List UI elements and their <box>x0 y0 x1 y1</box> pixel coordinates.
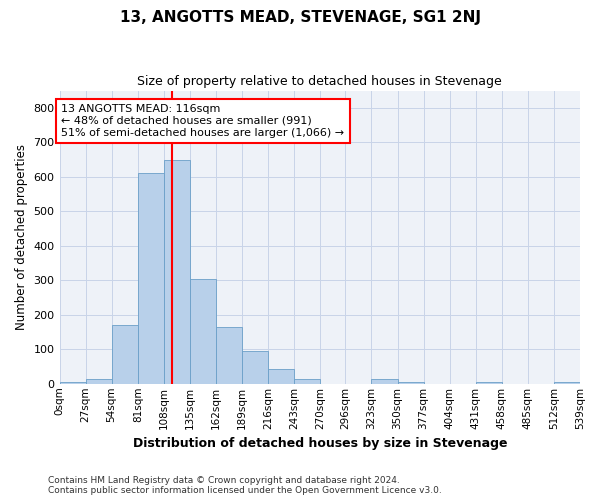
Bar <box>138 174 164 384</box>
Bar <box>371 378 398 384</box>
Bar <box>164 160 190 384</box>
Text: Contains HM Land Registry data © Crown copyright and database right 2024.
Contai: Contains HM Land Registry data © Crown c… <box>48 476 442 495</box>
Bar <box>242 351 268 384</box>
Bar <box>59 382 86 384</box>
Title: Size of property relative to detached houses in Stevenage: Size of property relative to detached ho… <box>137 75 502 88</box>
Bar <box>112 325 138 384</box>
Text: 13 ANGOTTS MEAD: 116sqm
← 48% of detached houses are smaller (991)
51% of semi-d: 13 ANGOTTS MEAD: 116sqm ← 48% of detache… <box>61 104 344 138</box>
Text: 13, ANGOTTS MEAD, STEVENAGE, SG1 2NJ: 13, ANGOTTS MEAD, STEVENAGE, SG1 2NJ <box>119 10 481 25</box>
Bar <box>268 369 294 384</box>
Bar <box>476 382 502 384</box>
Bar <box>216 327 242 384</box>
Bar <box>86 378 112 384</box>
Bar <box>554 382 580 384</box>
Bar <box>190 278 216 384</box>
Bar <box>398 382 424 384</box>
Y-axis label: Number of detached properties: Number of detached properties <box>15 144 28 330</box>
Bar <box>294 378 320 384</box>
X-axis label: Distribution of detached houses by size in Stevenage: Distribution of detached houses by size … <box>133 437 507 450</box>
